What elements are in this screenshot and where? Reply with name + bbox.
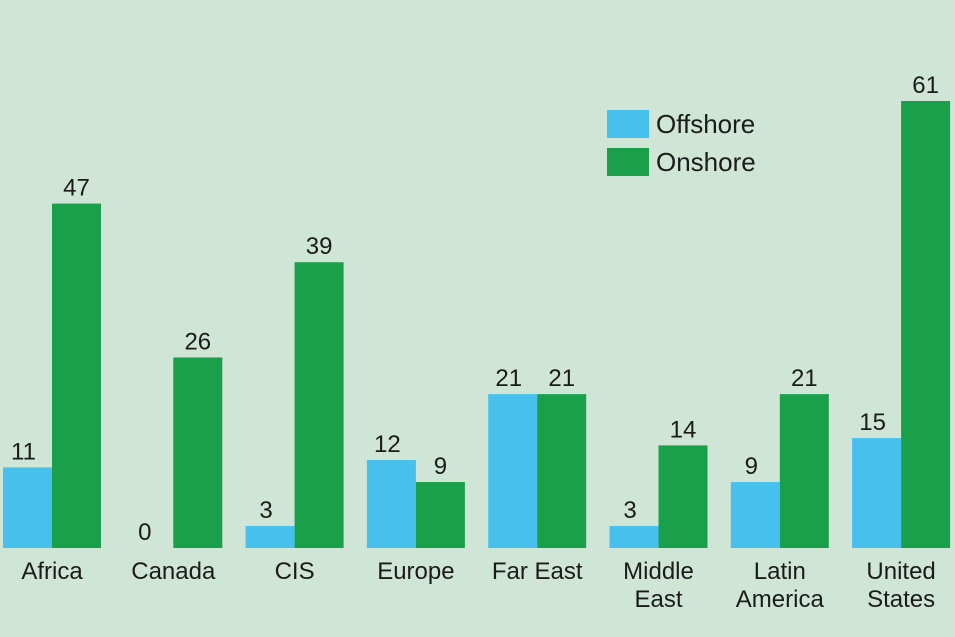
bar-latin-america-offshore [730,482,780,548]
category-label-latin-america-line2: America [736,586,825,613]
legend-label-onshore: Onshore [656,147,756,177]
category-label-canada: Canada [131,558,216,585]
category-label-united-states-line2: States [867,586,935,613]
category-label-latin-america-line1: Latin [754,558,806,585]
value-label-europe-offshore: 12 [374,431,401,458]
bar-europe-offshore [366,460,416,548]
bar-far-east-onshore [537,394,587,548]
legend-swatch-onshore [607,148,649,176]
bar-africa-offshore [3,467,52,548]
value-label-middle-east-onshore: 14 [670,416,697,443]
category-label-middle-east-line2: East [634,586,682,613]
value-label-far-east-offshore: 21 [495,365,522,392]
value-labels-layer: 11 47 0 26 3 39 12 9 21 21 3 14 9 21 15 61 [11,72,939,546]
category-label-europe: Europe [377,558,454,585]
value-label-africa-offshore: 11 [11,438,36,465]
legend-swatch-offshore [607,110,649,138]
bar-middle-east-onshore [658,445,708,548]
bar-europe-onshore [415,482,465,548]
value-label-middle-east-offshore: 3 [623,497,636,524]
bar-cis-onshore [294,262,344,548]
category-label-cis: CIS [275,558,315,585]
category-label-united-states-line1: United [866,558,935,585]
bar-united-states-offshore [852,438,902,548]
value-label-united-states-offshore: 15 [859,409,886,436]
bar-middle-east-offshore [609,526,659,548]
value-label-cis-onshore: 39 [306,233,333,260]
bar-africa-onshore [52,203,101,549]
value-label-canada-offshore: 0 [138,519,151,546]
legend: Offshore Onshore [607,109,756,177]
value-label-canada-onshore: 26 [184,328,211,355]
bars-layer [3,101,951,549]
category-label-africa: Africa [21,558,83,585]
bar-latin-america-onshore [779,394,829,548]
bar-far-east-offshore [488,394,538,548]
bar-united-states-onshore [901,101,951,548]
category-label-far-east: Far East [492,558,583,585]
bar-canada-onshore [173,357,223,548]
value-label-far-east-onshore: 21 [548,365,575,392]
legend-label-offshore: Offshore [656,109,755,139]
value-label-africa-onshore: 47 [63,175,90,202]
category-label-middle-east-line1: Middle [623,558,694,585]
value-label-cis-offshore: 3 [259,497,272,524]
value-label-europe-onshore: 9 [434,453,447,480]
value-label-united-states-onshore: 61 [912,72,939,99]
bar-cis-offshore [245,526,295,548]
value-label-latin-america-offshore: 9 [745,453,758,480]
value-label-latin-america-onshore: 21 [791,365,818,392]
